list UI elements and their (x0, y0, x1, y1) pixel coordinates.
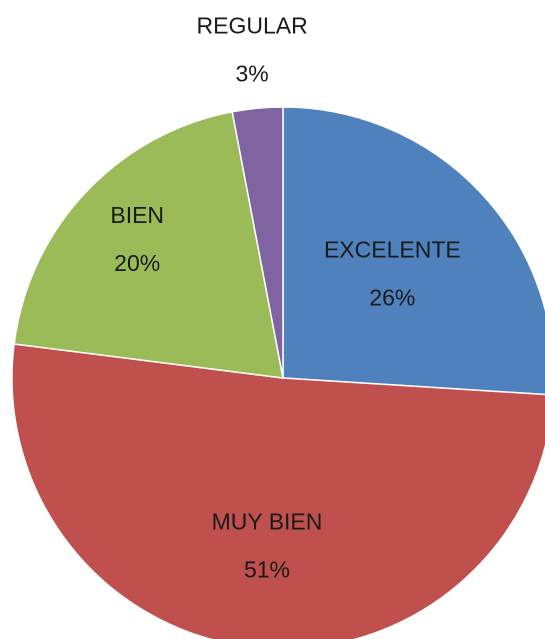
pie-slice (13, 110, 284, 379)
pie-slice (282, 106, 545, 396)
slice-category-label: BIEN (110, 202, 164, 228)
pie-slice (11, 343, 545, 639)
slice-value-label: 20% (114, 250, 160, 276)
slice-value-label: 26% (369, 284, 415, 310)
slice-category-label: EXCELENTE (324, 236, 461, 262)
slice-category-label: REGULAR (197, 13, 308, 39)
slice-value-label: 3% (236, 61, 269, 87)
pie-slice (231, 106, 284, 379)
slice-category-label: MUY BIEN (212, 508, 323, 534)
slice-value-label: 51% (244, 556, 290, 582)
